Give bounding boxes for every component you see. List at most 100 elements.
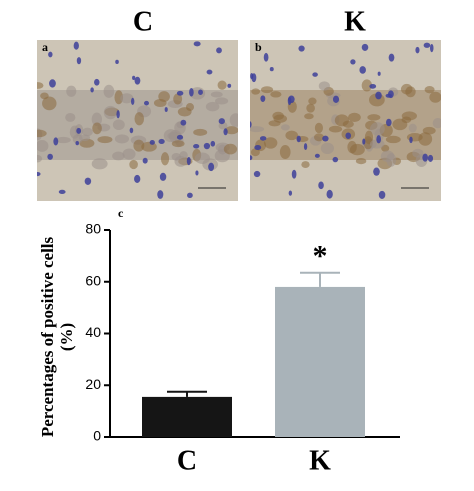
cell bbox=[229, 113, 238, 127]
cell bbox=[225, 126, 238, 135]
nucleus bbox=[134, 174, 141, 183]
nucleus bbox=[251, 73, 257, 83]
nucleus bbox=[223, 128, 228, 136]
nucleus bbox=[361, 43, 369, 51]
nucleus bbox=[176, 90, 184, 96]
column-title: C bbox=[133, 6, 153, 37]
nucleus bbox=[298, 45, 305, 52]
nucleus bbox=[76, 127, 82, 134]
nucleus bbox=[189, 88, 194, 97]
nucleus bbox=[116, 110, 120, 119]
cell bbox=[223, 143, 238, 155]
nucleus bbox=[176, 134, 184, 140]
cell bbox=[103, 84, 115, 98]
cell bbox=[385, 135, 401, 144]
nucleus bbox=[362, 138, 366, 145]
nucleus bbox=[303, 143, 308, 150]
cell bbox=[318, 81, 330, 91]
cell bbox=[364, 130, 374, 145]
cell bbox=[348, 112, 361, 122]
nucleus bbox=[58, 189, 66, 195]
nucleus bbox=[75, 140, 79, 146]
cell bbox=[369, 139, 385, 149]
nucleus bbox=[131, 97, 135, 105]
cell bbox=[82, 127, 93, 137]
nucleus bbox=[195, 170, 199, 176]
y-tick-label: 80 bbox=[85, 221, 101, 237]
nucleus bbox=[369, 83, 377, 89]
cell bbox=[342, 120, 354, 128]
cell bbox=[280, 124, 290, 131]
y-tick-label: 40 bbox=[85, 324, 101, 340]
cell bbox=[251, 88, 261, 95]
cell bbox=[429, 91, 441, 103]
nucleus bbox=[73, 41, 79, 50]
x-tick-label: C bbox=[177, 445, 197, 476]
nucleus bbox=[206, 69, 213, 75]
nucleus bbox=[84, 177, 92, 185]
nucleus bbox=[427, 154, 434, 162]
cell bbox=[308, 97, 317, 105]
nucleus bbox=[332, 95, 340, 103]
cell bbox=[401, 111, 417, 121]
nucleus bbox=[250, 155, 253, 161]
cell bbox=[270, 91, 282, 98]
nucleus bbox=[186, 156, 191, 166]
cell bbox=[173, 93, 183, 105]
nucleus bbox=[90, 87, 94, 93]
nucleus bbox=[142, 157, 148, 164]
nucleus bbox=[350, 59, 356, 65]
cell bbox=[349, 143, 365, 156]
cell bbox=[301, 161, 310, 168]
cell bbox=[260, 86, 274, 94]
nucleus bbox=[378, 190, 386, 199]
cell bbox=[163, 129, 178, 143]
nucleus bbox=[318, 181, 324, 190]
nucleus bbox=[115, 59, 119, 64]
cell bbox=[122, 148, 136, 160]
cell bbox=[250, 126, 265, 133]
cell bbox=[66, 85, 77, 97]
nucleus bbox=[76, 57, 82, 65]
nucleus bbox=[359, 66, 366, 74]
nucleus bbox=[415, 46, 420, 54]
cell bbox=[367, 114, 381, 121]
nucleus bbox=[288, 190, 293, 196]
nucleus bbox=[376, 135, 381, 144]
cell bbox=[250, 148, 260, 157]
cell bbox=[328, 125, 343, 133]
cell bbox=[153, 98, 167, 107]
nucleus bbox=[253, 170, 261, 178]
nucleus bbox=[314, 153, 320, 158]
cell bbox=[37, 140, 49, 152]
y-tick-label: 20 bbox=[85, 376, 101, 392]
bar bbox=[142, 396, 232, 437]
nucleus bbox=[193, 143, 200, 149]
nucleus bbox=[345, 132, 352, 139]
nucleus bbox=[216, 47, 222, 54]
nucleus bbox=[187, 192, 193, 199]
nucleus bbox=[164, 107, 168, 112]
cell bbox=[400, 83, 413, 95]
nucleus bbox=[149, 140, 155, 145]
nucleus bbox=[312, 72, 318, 77]
x-tick-label: K bbox=[309, 445, 331, 476]
nucleus bbox=[291, 169, 297, 179]
cell bbox=[279, 145, 291, 160]
nucleus bbox=[144, 100, 149, 106]
nucleus bbox=[180, 119, 187, 126]
nucleus bbox=[158, 138, 165, 145]
cell bbox=[55, 136, 71, 144]
nucleus bbox=[260, 95, 266, 102]
nucleus bbox=[254, 145, 262, 151]
nucleus bbox=[203, 142, 211, 150]
nucleus bbox=[48, 51, 53, 58]
cell bbox=[386, 153, 397, 167]
nucleus bbox=[375, 91, 382, 100]
bar bbox=[275, 286, 365, 437]
cell bbox=[285, 130, 298, 141]
panel-label: a bbox=[42, 40, 48, 54]
nucleus bbox=[423, 42, 431, 48]
nucleus bbox=[263, 52, 269, 62]
nucleus bbox=[157, 190, 164, 199]
